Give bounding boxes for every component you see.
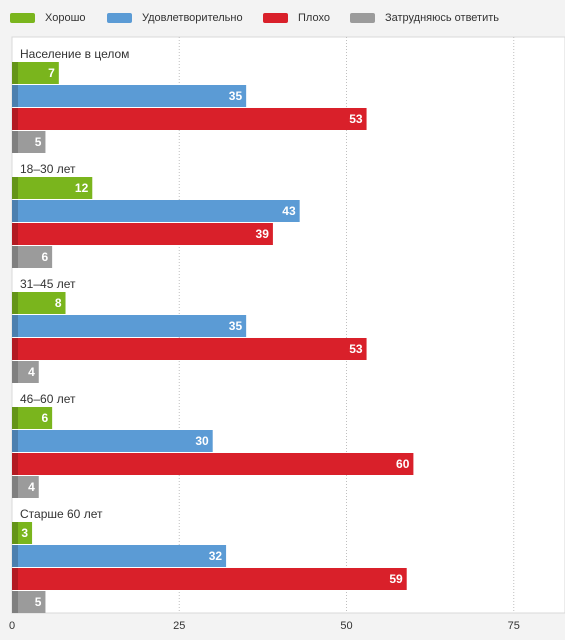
category-label: 31–45 лет: [20, 277, 76, 291]
bar-value-label: 6: [41, 250, 48, 264]
bar-accent: [12, 522, 18, 544]
bar: [12, 591, 46, 613]
bar-value-label: 60: [396, 457, 410, 471]
x-tick-label: 25: [173, 620, 185, 632]
bar-value-label: 35: [229, 89, 243, 103]
bar-value-label: 59: [389, 572, 403, 586]
bar-accent: [12, 85, 18, 107]
bar-value-label: 6: [41, 411, 48, 425]
legend-item-good[interactable]: Хорошо: [10, 11, 86, 25]
bar-value-label: 8: [55, 296, 62, 310]
bar: [12, 361, 39, 383]
bar-accent: [12, 453, 18, 475]
legend-label-bad: Плохо: [298, 12, 330, 24]
bar-value-label: 4: [28, 365, 35, 379]
legend-swatch-good: [10, 13, 35, 23]
bar: [12, 476, 39, 498]
bar: [12, 200, 300, 222]
bar-accent: [12, 476, 18, 498]
bar-accent: [12, 430, 18, 452]
bar: [12, 108, 367, 130]
legend-swatch-unsure: [350, 13, 375, 23]
bar-value-label: 32: [209, 549, 223, 563]
bar-accent: [12, 246, 18, 268]
bar-accent: [12, 407, 18, 429]
category-label: 46–60 лет: [20, 392, 76, 406]
bar-value-label: 4: [28, 480, 35, 494]
legend-label-unsure: Затрудняюсь ответить: [385, 12, 500, 24]
legend-item-satisfactory[interactable]: Удовлетворительно: [107, 11, 243, 25]
x-tick-label: 75: [508, 620, 520, 632]
bar: [12, 246, 53, 268]
bar-value-label: 5: [35, 595, 42, 609]
x-tick-label: 0: [9, 620, 15, 632]
legend-label-good: Хорошо: [45, 12, 86, 24]
bar: [12, 407, 53, 429]
bar: [12, 338, 367, 360]
category-label: 18–30 лет: [20, 162, 76, 176]
bar-accent: [12, 545, 18, 567]
bar: [12, 315, 247, 337]
legend-item-unsure[interactable]: Затрудняюсь ответить: [350, 11, 499, 25]
bar-accent: [12, 223, 18, 245]
bar: [12, 568, 407, 590]
bar: [12, 292, 66, 314]
legend-item-bad[interactable]: Плохо: [263, 11, 330, 25]
legend-label-satisfactory: Удовлетворительно: [142, 12, 243, 24]
x-tick-label: 50: [340, 620, 352, 632]
bar-value-label: 35: [229, 319, 243, 333]
bar-accent: [12, 315, 18, 337]
category-label: Население в целом: [20, 47, 129, 61]
bar-value-label: 30: [195, 434, 209, 448]
bar: [12, 62, 59, 84]
bar: [12, 85, 247, 107]
bar-accent: [12, 338, 18, 360]
bar: [12, 545, 227, 567]
bar-accent: [12, 591, 18, 613]
bar-accent: [12, 131, 18, 153]
bar-value-label: 53: [349, 342, 363, 356]
bar-accent: [12, 62, 18, 84]
bar: [12, 453, 414, 475]
bar-value-label: 43: [282, 204, 296, 218]
bar: [12, 177, 93, 199]
legend-swatch-satisfactory: [107, 13, 132, 23]
bar-value-label: 3: [21, 526, 28, 540]
bar-value-label: 53: [349, 112, 363, 126]
bar: [12, 430, 213, 452]
bar-accent: [12, 177, 18, 199]
bar: [12, 131, 46, 153]
bar-value-label: 7: [48, 66, 55, 80]
category-label: Старше 60 лет: [20, 507, 103, 521]
chart-legend: Хорошо Удовлетворительно Плохо Затрудняю…: [0, 0, 565, 36]
bar-value-label: 5: [35, 135, 42, 149]
bar-value-label: 39: [256, 227, 270, 241]
bar-value-label: 12: [75, 181, 89, 195]
bar-accent: [12, 108, 18, 130]
bar-accent: [12, 361, 18, 383]
legend-swatch-bad: [263, 13, 288, 23]
bar-accent: [12, 568, 18, 590]
bar: [12, 223, 273, 245]
bar-accent: [12, 200, 18, 222]
bar-accent: [12, 292, 18, 314]
